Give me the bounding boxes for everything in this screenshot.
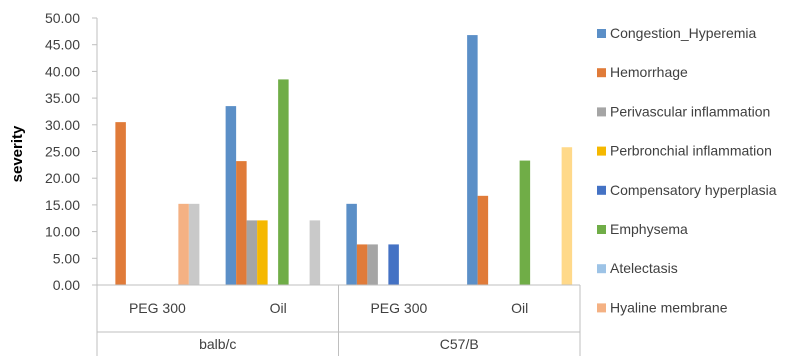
y-tick-label: 25.00: [45, 144, 80, 160]
x-group-label: C57/B: [440, 336, 479, 352]
bar-series-10: [561, 147, 573, 285]
x-category-label: PEG 300: [370, 300, 427, 316]
legend-swatch: [597, 68, 606, 78]
legend-label: Perivascular inflammation: [610, 103, 770, 119]
y-tick-label: 45.00: [45, 37, 80, 53]
y-tick-label: 15.00: [45, 197, 80, 213]
x-category-label: PEG 300: [129, 300, 186, 316]
bar-emphysema: [278, 79, 289, 285]
legend-swatch: [597, 264, 606, 274]
legend-label: Compensatory hyperplasia: [610, 182, 777, 198]
bar-hemorrhage: [236, 161, 247, 285]
x-group-label: balb/c: [199, 336, 236, 352]
y-axis-label: severity: [9, 125, 26, 182]
legend-swatch: [597, 29, 606, 38]
y-axis: 0.00 5.00 10.00 15.00 20.00 25.00 30.00 35.00 40…: [45, 10, 98, 356]
bars: [115, 35, 573, 286]
bar-perivascular-inflammation: [367, 244, 378, 285]
x-category-label: Oil: [270, 300, 287, 316]
bar-series-9: [188, 203, 200, 285]
legend-label: Hyaline membrane: [610, 299, 728, 315]
y-tick-label: 10.00: [45, 224, 80, 240]
bar-hemorrhage: [477, 195, 489, 285]
legend-swatch: [597, 303, 606, 313]
y-tick-label: 30.00: [45, 117, 80, 133]
bar-hemorrhage: [115, 122, 126, 285]
legend-label: Congestion_Hyperemia: [610, 25, 757, 41]
bar-compensatory-hyperplasia: [388, 244, 399, 285]
bar-emphysema: [519, 160, 531, 285]
y-tick-label: 35.00: [45, 90, 80, 106]
bar-hyaline-membrane: [178, 203, 189, 285]
bar-perbronchial-inflammation: [257, 220, 268, 285]
legend-label: Hemorrhage: [610, 64, 688, 80]
legend: Congestion_Hyperemia Hemorrhage Perivascul…: [597, 25, 777, 315]
legend-label: Emphysema: [610, 221, 688, 237]
y-tick-label: 0.00: [53, 277, 80, 293]
legend-swatch: [597, 146, 606, 156]
x-category-label: Oil: [511, 300, 528, 316]
bar-hemorrhage: [356, 244, 368, 285]
bar-congestion-hyperemia: [225, 106, 237, 285]
legend-label: Perbronchial inflammation: [610, 143, 772, 159]
legend-swatch: [597, 185, 606, 195]
legend-label: Atelectasis: [610, 260, 678, 276]
y-tick-label: 40.00: [45, 63, 80, 79]
bar-perivascular-inflammation: [246, 220, 258, 285]
y-tick-label: 5.00: [53, 250, 80, 266]
legend-swatch: [597, 225, 606, 234]
y-tick-label: 20.00: [45, 170, 80, 186]
bar-congestion-hyperemia: [467, 35, 478, 286]
x-axis: PEG 300 Oil PEG 300 Oil balb/c C57/B: [97, 284, 581, 356]
legend-swatch: [597, 107, 606, 117]
y-tick-label: 50.00: [45, 10, 80, 26]
bar-congestion-hyperemia: [346, 203, 357, 285]
bar-series-9: [309, 220, 321, 285]
